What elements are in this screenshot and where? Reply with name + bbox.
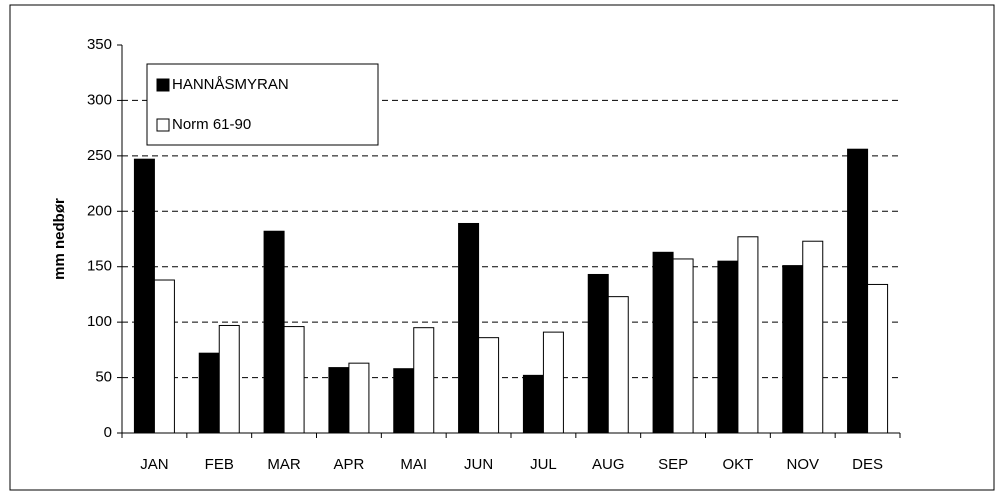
legend-swatch (156, 118, 170, 132)
y-tick-label: 300 (87, 91, 112, 108)
x-tick-label: JUN (464, 456, 493, 473)
y-tick-label: 100 (87, 313, 112, 330)
x-tick-label: AUG (592, 456, 625, 473)
x-tick-label: OKT (722, 456, 753, 473)
bar (717, 260, 739, 434)
bar (328, 367, 350, 434)
x-tick-label: JAN (140, 456, 168, 473)
bar (802, 240, 824, 434)
x-tick-label: MAI (400, 456, 427, 473)
bar (153, 279, 175, 434)
bar (458, 222, 480, 434)
bar (847, 148, 869, 434)
y-tick-label: 0 (104, 424, 112, 441)
bar (263, 230, 285, 434)
x-tick-label: DES (852, 456, 883, 473)
x-tick-label: APR (333, 456, 364, 473)
bar (133, 158, 155, 434)
bar (522, 374, 544, 434)
x-tick-label: JUL (530, 456, 557, 473)
legend-label: Norm 61-90 (172, 116, 251, 133)
y-tick-label: 150 (87, 258, 112, 275)
legend-swatch (156, 78, 170, 92)
bar (218, 324, 240, 434)
bar (413, 327, 435, 434)
y-tick-label: 350 (87, 36, 112, 53)
bar (198, 352, 220, 434)
x-tick-label: FEB (205, 456, 234, 473)
bar (607, 296, 629, 434)
bar (587, 273, 609, 434)
y-tick-label: 50 (95, 369, 112, 386)
x-tick-label: SEP (658, 456, 688, 473)
bar (348, 362, 370, 434)
bar (672, 258, 694, 434)
bar (542, 331, 564, 434)
x-tick-label: MAR (267, 456, 301, 473)
bar (737, 236, 759, 434)
bar (782, 265, 804, 434)
legend-label: HANNÅSMYRAN (172, 76, 289, 93)
y-tick-label: 200 (87, 202, 112, 219)
bar (393, 368, 415, 434)
bar (478, 337, 500, 434)
bar (652, 251, 674, 434)
legend-box (146, 63, 379, 146)
y-tick-label: 250 (87, 147, 112, 164)
x-tick-label: NOV (786, 456, 819, 473)
bar (283, 326, 305, 434)
y-axis-title: mm nedbør (51, 198, 68, 280)
bar (867, 283, 889, 434)
